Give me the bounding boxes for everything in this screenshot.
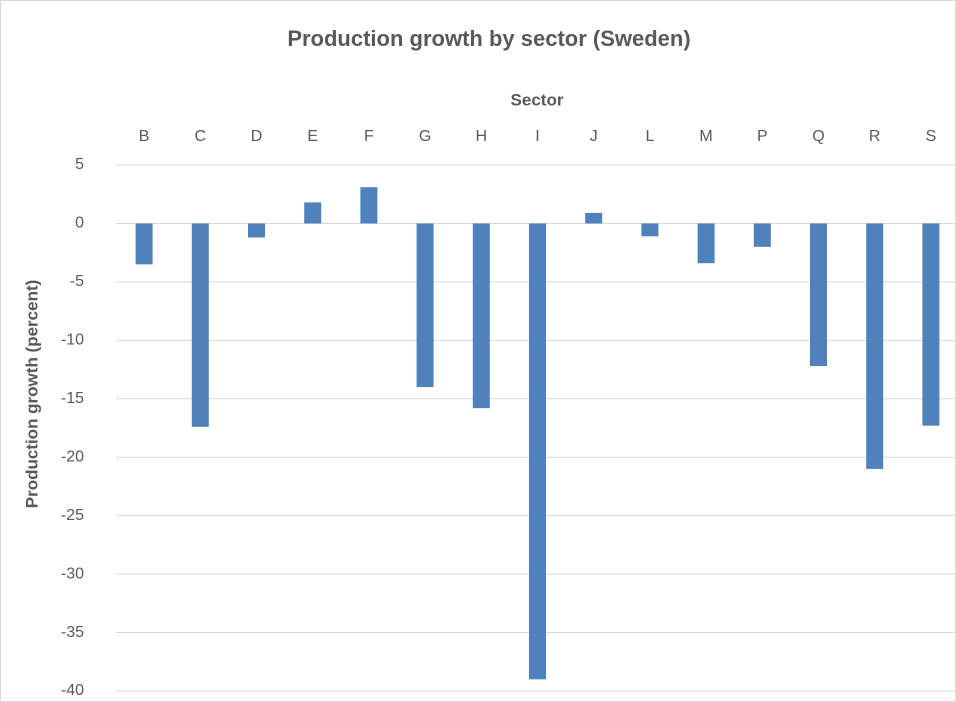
y-tick-label: -30 <box>61 565 84 582</box>
bar <box>416 223 434 388</box>
bar <box>641 223 659 237</box>
x-axis-title: Sector <box>511 90 564 109</box>
bar <box>304 202 322 224</box>
y-axis-title: Production growth (percent) <box>22 280 41 509</box>
x-tick-label: C <box>195 128 207 145</box>
y-tick-label: -35 <box>61 624 84 641</box>
bar <box>191 223 209 427</box>
bar <box>529 223 546 680</box>
bar <box>248 223 265 238</box>
x-tick-label: M <box>699 128 712 145</box>
y-tick-label: 0 <box>75 215 84 232</box>
y-tick-label: -10 <box>61 332 84 349</box>
bar <box>697 223 715 264</box>
bar <box>585 212 603 224</box>
x-tick-label: G <box>419 128 431 145</box>
y-tick-label: -5 <box>70 273 84 290</box>
y-tick-label: -20 <box>61 448 84 465</box>
chart-title: Production growth by sector (Sweden) <box>287 26 690 51</box>
x-tick-label: I <box>535 128 539 145</box>
y-tick-label: -15 <box>61 390 84 407</box>
bar <box>360 187 378 224</box>
x-tick-label: J <box>590 128 598 145</box>
x-tick-label: R <box>869 128 881 145</box>
x-tick-label: F <box>364 128 374 145</box>
y-tick-label: -40 <box>61 682 84 699</box>
x-tick-label: B <box>139 128 150 145</box>
bar <box>810 223 827 367</box>
bar <box>472 223 490 409</box>
y-tick-label: 5 <box>75 156 84 173</box>
x-tick-label: D <box>251 128 263 145</box>
x-tick-label: H <box>476 128 488 145</box>
x-tick-label: Q <box>812 128 824 145</box>
x-tick-label: S <box>926 128 937 145</box>
bar <box>753 223 771 247</box>
x-tick-label: E <box>307 128 318 145</box>
bar <box>135 223 153 265</box>
x-tick-label: P <box>757 128 768 145</box>
bar <box>922 223 940 426</box>
bar <box>866 223 884 469</box>
x-tick-label: L <box>645 128 654 145</box>
y-tick-label: -25 <box>61 507 84 524</box>
